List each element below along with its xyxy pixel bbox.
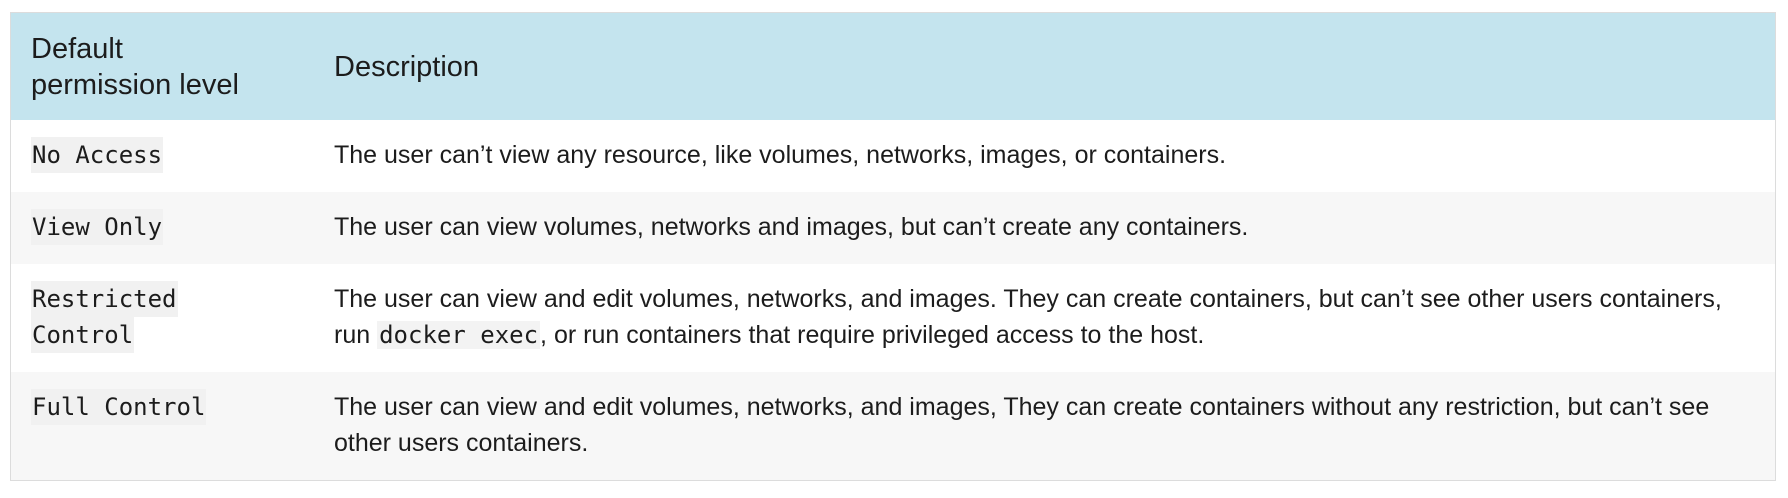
header-default-permission-level: Default permission level xyxy=(11,13,323,120)
permission-level-cell: View Only xyxy=(11,192,323,264)
header-level-line1: Default xyxy=(31,32,123,65)
description-text: The user can view and edit volumes, netw… xyxy=(334,285,1722,349)
permission-level-full-control: Full Control xyxy=(31,389,207,425)
table-row: No Access The user can’t view any resour… xyxy=(11,120,1775,192)
table-header: Default permission level Description xyxy=(11,13,1775,120)
permission-level-cell: Full Control xyxy=(11,372,323,480)
header-row: Default permission level Description xyxy=(11,13,1775,120)
description-cell: The user can view and edit volumes, netw… xyxy=(323,264,1775,372)
permission-level-restricted-control-line2: Control xyxy=(31,317,135,353)
description-cell: The user can view and edit volumes, netw… xyxy=(334,393,1710,457)
permissions-table-frame: Default permission level Description No … xyxy=(10,12,1776,481)
permission-levels-table: Default permission level Description No … xyxy=(11,13,1775,480)
table-row: Restricted Control The user can view and… xyxy=(11,264,1775,372)
permission-level-restricted-control-line1: Restricted xyxy=(31,281,178,317)
table-body: No Access The user can’t view any resour… xyxy=(11,120,1775,480)
description-cell: The user can view volumes, networks and … xyxy=(334,213,1249,241)
permission-level-view-only: View Only xyxy=(31,209,164,245)
permission-level-no-access: No Access xyxy=(31,137,164,173)
description-text: , or run containers that require privile… xyxy=(540,321,1205,349)
table-row: View Only The user can view volumes, net… xyxy=(11,192,1775,264)
header-description: Description xyxy=(334,50,480,83)
table-row: Full Control The user can view and edit … xyxy=(11,372,1775,480)
header-level-line2: permission level xyxy=(31,68,239,101)
permission-level-cell: Restricted Control xyxy=(11,264,323,372)
inline-code-docker-exec: docker exec xyxy=(377,321,541,349)
permission-level-cell: No Access xyxy=(11,120,323,192)
description-cell: The user can’t view any resource, like v… xyxy=(334,141,1227,169)
